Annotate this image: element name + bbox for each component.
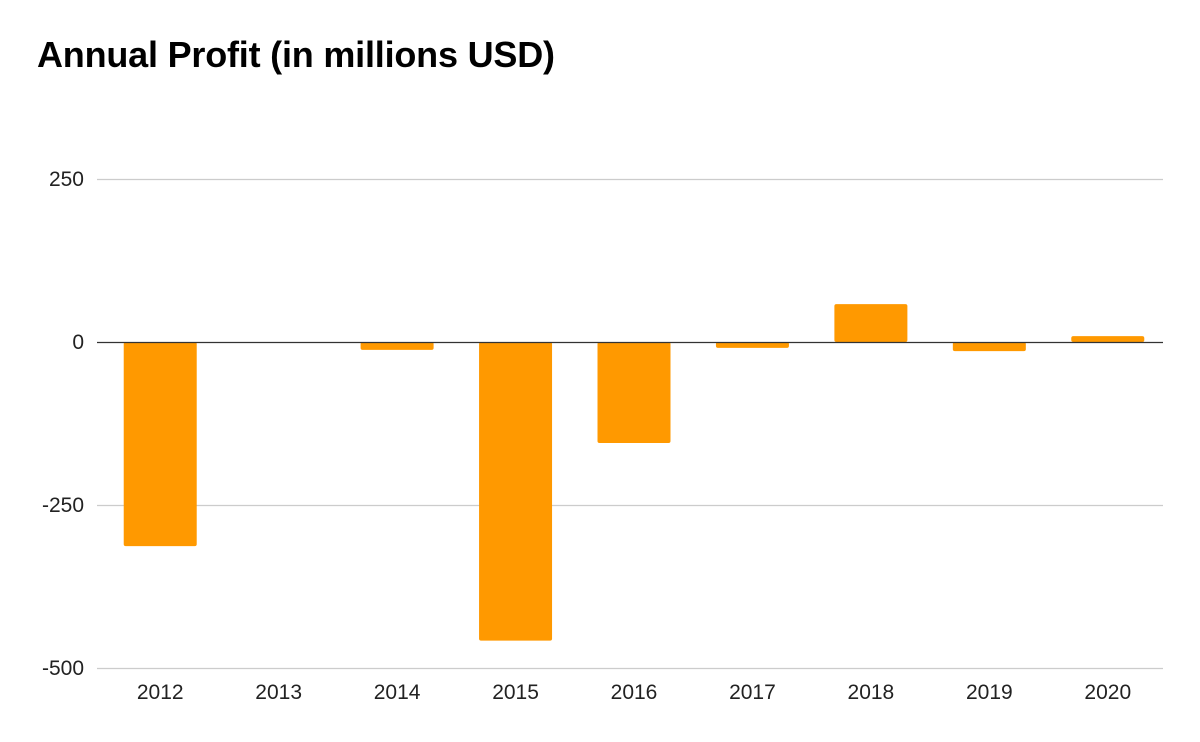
- x-tick-label-2020: 2020: [1084, 681, 1131, 704]
- y-tick-label: -500: [42, 657, 84, 680]
- x-tick-label-2019: 2019: [966, 681, 1013, 704]
- y-tick-label: 0: [72, 331, 84, 354]
- bar-2018: [834, 304, 908, 342]
- x-tick-label-2016: 2016: [611, 681, 658, 704]
- tick-labels: 250 0 -250 -500 2012 2013 2014 2015 2016 2017 2018…: [42, 168, 1131, 704]
- bar-2016: [597, 342, 671, 444]
- x-tick-label-2014: 2014: [374, 681, 421, 704]
- x-tick-label-2017: 2017: [729, 681, 776, 704]
- x-tick-label-2018: 2018: [848, 681, 895, 704]
- bar-2014: [360, 342, 434, 350]
- chart-title: Annual Profit (in millions USD): [37, 34, 555, 75]
- y-tick-label: -250: [42, 494, 84, 517]
- x-tick-label-2013: 2013: [255, 681, 302, 704]
- y-tick-label: 250: [49, 168, 84, 191]
- x-tick-label-2012: 2012: [137, 681, 184, 704]
- x-tick-label-2015: 2015: [492, 681, 539, 704]
- bar-2015: [479, 342, 553, 641]
- gridlines: [97, 178, 1163, 670]
- bar-2020: [1071, 336, 1145, 342]
- bar-2017: [715, 342, 789, 348]
- bar-2019: [952, 342, 1026, 352]
- bars: [123, 304, 1145, 641]
- bar-2012: [123, 342, 197, 547]
